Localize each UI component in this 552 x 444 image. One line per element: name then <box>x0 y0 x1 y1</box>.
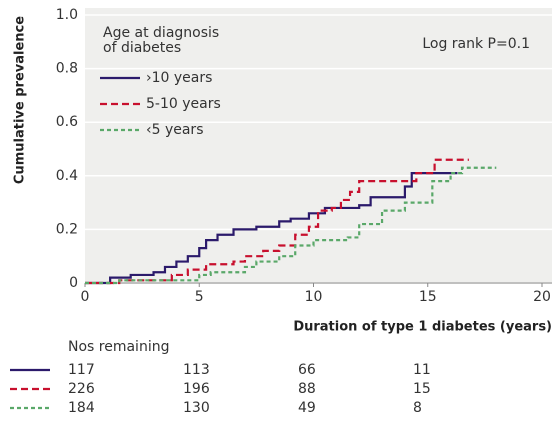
y-tick-label: 0.4 <box>56 168 78 184</box>
table-cell: 113 <box>183 362 210 378</box>
x-tick-label: 0 <box>81 289 90 305</box>
table-cell: 117 <box>68 362 95 378</box>
step-line <box>85 166 497 285</box>
annotation: Log rank P=0.1 <box>422 36 530 52</box>
legend-label: 5-10 years <box>146 96 221 112</box>
x-tick-label: 15 <box>419 289 437 305</box>
x-tick-label: 5 <box>195 289 204 305</box>
plot-background <box>85 8 552 284</box>
y-tick-label: 1.0 <box>56 7 78 23</box>
table-cell: 184 <box>68 400 95 416</box>
y-tick-label: 0.6 <box>56 114 78 130</box>
y-tick-label: 0.2 <box>56 221 78 237</box>
table-cell: 15 <box>413 381 431 397</box>
y-tick-label: 0.8 <box>56 61 78 77</box>
x-tick-label: 20 <box>533 289 551 305</box>
x-axis-label: Duration of type 1 diabetes (years) <box>293 320 552 335</box>
table-cell: 8 <box>413 400 422 416</box>
step-line <box>85 158 469 285</box>
table-cell: 66 <box>298 362 316 378</box>
y-tick-label: 0 <box>69 275 78 291</box>
y-axis-label: Cumulative prevalence <box>13 16 28 184</box>
x-tick-label: 10 <box>305 289 323 305</box>
table-cell: 11 <box>413 362 431 378</box>
legend-label: ‹5 years <box>146 122 203 138</box>
table-cell: 196 <box>183 381 210 397</box>
step-line <box>85 172 458 285</box>
legend-label: ›10 years <box>146 70 212 86</box>
table-title: Nos remaining <box>68 339 169 355</box>
table-cell: 49 <box>298 400 316 416</box>
table-cell: 88 <box>298 381 316 397</box>
table-cell: 130 <box>183 400 210 416</box>
legend-title: Age at diagnosis <box>103 25 219 41</box>
table-cell: 226 <box>68 381 95 397</box>
legend-title: of diabetes <box>103 40 181 56</box>
